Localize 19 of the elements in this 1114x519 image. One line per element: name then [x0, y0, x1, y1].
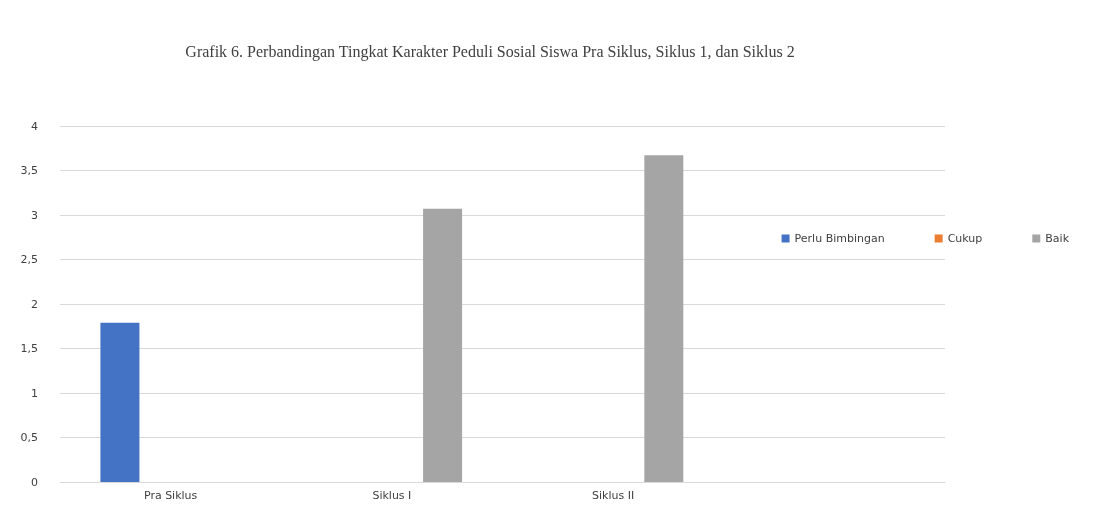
y-tick-label: 2	[31, 297, 38, 311]
y-tick-label: 0,5	[20, 431, 38, 444]
y-tick-label: 3,5	[20, 164, 38, 177]
legend-label: Baik	[1045, 232, 1070, 245]
bar	[100, 322, 140, 482]
y-tick-label: 2,5	[20, 253, 38, 266]
y-tick-label: 3	[31, 208, 38, 222]
y-tick-label: 0	[31, 475, 38, 489]
legend-label: Perlu Bimbingan	[794, 232, 885, 245]
legend-label: Cukup	[947, 232, 983, 245]
bar	[644, 155, 684, 482]
bar	[423, 208, 463, 482]
y-tick-label: 1,5	[20, 342, 38, 355]
y-tick-label: 4	[31, 119, 38, 133]
x-tick-label: Siklus I	[372, 489, 412, 502]
chart-title: Grafik 6. Perbandingan Tingkat Karakter Peduli Sosial Siswa Pra Siklus, Siklus 1, dan Siklus 2	[185, 42, 795, 61]
x-tick-label: Siklus II	[592, 489, 635, 502]
x-tick-label: Pra Siklus	[143, 489, 198, 502]
y-tick-label: 1	[31, 386, 38, 400]
